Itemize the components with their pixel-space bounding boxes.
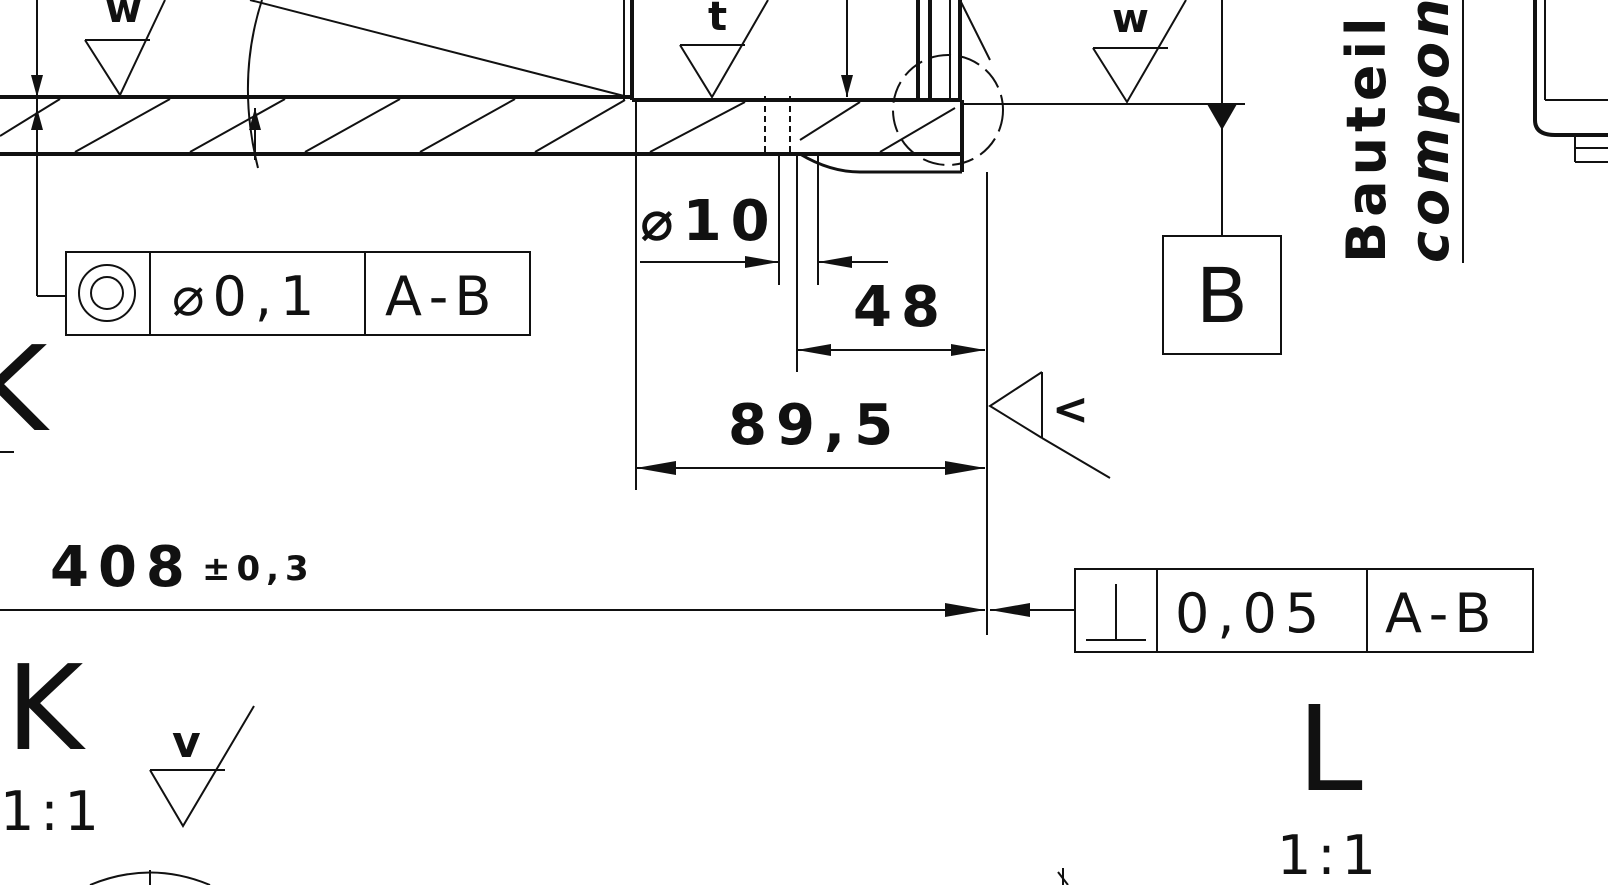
svg-text:<: < xyxy=(1052,384,1089,435)
part-section xyxy=(0,0,1004,174)
concentricity-icon xyxy=(78,264,136,322)
svg-text:A-B: A-B xyxy=(1385,582,1499,645)
weld-symbol: < xyxy=(988,371,1111,479)
perpendicularity-frame: 0,05 A-B xyxy=(1074,568,1534,653)
svg-text:±0,3: ±0,3 xyxy=(202,549,315,589)
datum-b-frame: B xyxy=(1162,235,1282,355)
svg-text:L: L xyxy=(1297,680,1363,818)
surface-symbol-v: v xyxy=(149,705,255,828)
svg-text:0,05: 0,05 xyxy=(1175,582,1327,645)
surface-symbol-w-right: w xyxy=(1092,0,1187,104)
svg-text:408: 408 xyxy=(50,535,194,600)
detail-view-k: K 1:1 K xyxy=(0,320,105,843)
svg-text:componen: componen xyxy=(1398,0,1461,263)
step-length-dimension: 89,5 xyxy=(635,100,985,490)
svg-text:1:1: 1:1 xyxy=(1277,824,1382,885)
overall-length-dimension: 408 ±0,3 xyxy=(0,172,1075,635)
surface-symbol-w-left: w xyxy=(84,0,166,98)
svg-text:89,5: 89,5 xyxy=(728,393,902,458)
svg-text:⌀10: ⌀10 xyxy=(640,189,779,254)
svg-text:48: 48 xyxy=(853,275,949,340)
perpendicularity-icon xyxy=(1086,584,1146,641)
partial-view-right xyxy=(1533,0,1608,163)
svg-text:1:1: 1:1 xyxy=(0,780,105,843)
svg-text:t: t xyxy=(708,0,727,40)
svg-text:w: w xyxy=(1112,0,1149,42)
concentricity-frame: ⌀0,1 A-B xyxy=(65,251,531,336)
bore-diameter-dimension: ⌀10 xyxy=(640,154,888,285)
surface-symbol-t: t xyxy=(679,0,769,99)
svg-text:K: K xyxy=(0,320,50,458)
leader-lines xyxy=(31,0,1245,297)
svg-text:A-B: A-B xyxy=(385,265,499,328)
svg-text:B: B xyxy=(1196,251,1248,340)
svg-text:w: w xyxy=(105,0,142,32)
svg-text:Bauteil: Bauteil xyxy=(1335,13,1398,264)
title-text: Bauteil componen xyxy=(1335,0,1464,264)
detail-view-l: L 1:1 xyxy=(1277,680,1382,885)
bottom-partial-mark xyxy=(1057,868,1069,885)
svg-text:v: v xyxy=(172,717,201,768)
svg-text:⌀0,1: ⌀0,1 xyxy=(172,265,322,328)
section-hatching xyxy=(0,98,956,153)
hole-offset-dimension: 48 xyxy=(796,154,985,372)
svg-text:K: K xyxy=(6,639,86,777)
bottom-partial-circle xyxy=(89,870,211,885)
